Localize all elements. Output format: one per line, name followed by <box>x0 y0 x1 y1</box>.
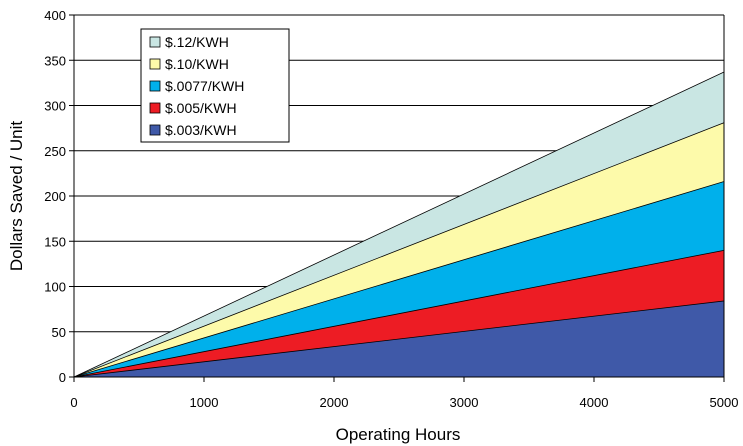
legend-swatch-3 <box>149 102 161 114</box>
y-tick-label-8: 400 <box>44 8 66 23</box>
y-tick-label-7: 350 <box>44 53 66 68</box>
legend-box <box>140 28 290 143</box>
y-tick-label-5: 250 <box>44 144 66 159</box>
legend-label-2: $.0077/KWH <box>165 78 244 94</box>
y-tick-label-0: 0 <box>59 370 66 385</box>
legend-label-1: $.10/KWH <box>165 56 229 72</box>
legend-swatch-1 <box>149 58 161 70</box>
series-areas <box>73 71 725 378</box>
x-tick-label-2: 2000 <box>320 395 349 410</box>
x-tick-label-4: 4000 <box>580 395 609 410</box>
x-axis-title: Operating Hours <box>336 425 461 444</box>
legend-label-4: $.003/KWH <box>165 122 237 138</box>
y-tick-label-4: 200 <box>44 189 66 204</box>
legend-swatch-4 <box>149 124 161 136</box>
x-tick-label-0: 0 <box>70 395 77 410</box>
x-tick-label-1: 1000 <box>190 395 219 410</box>
y-tick-label-6: 300 <box>44 99 66 114</box>
y-tick-label-3: 150 <box>44 234 66 249</box>
legend-label-3: $.005/KWH <box>165 100 237 116</box>
x-tick-label-3: 3000 <box>450 395 479 410</box>
legend: $.12/KWH $.10/KWH $.0077/KWH $.005/KWH $.003… <box>140 28 290 143</box>
y-axis-title: Dollars Saved / Unit <box>7 121 26 272</box>
x-tick-label-5: 5000 <box>710 395 739 410</box>
legend-swatch-2 <box>149 80 161 92</box>
axes <box>69 14 725 382</box>
legend-swatch-0 <box>149 36 161 48</box>
y-tick-label-1: 50 <box>52 325 66 340</box>
y-tick-label-2: 100 <box>44 280 66 295</box>
legend-label-0: $.12/KWH <box>165 34 229 50</box>
